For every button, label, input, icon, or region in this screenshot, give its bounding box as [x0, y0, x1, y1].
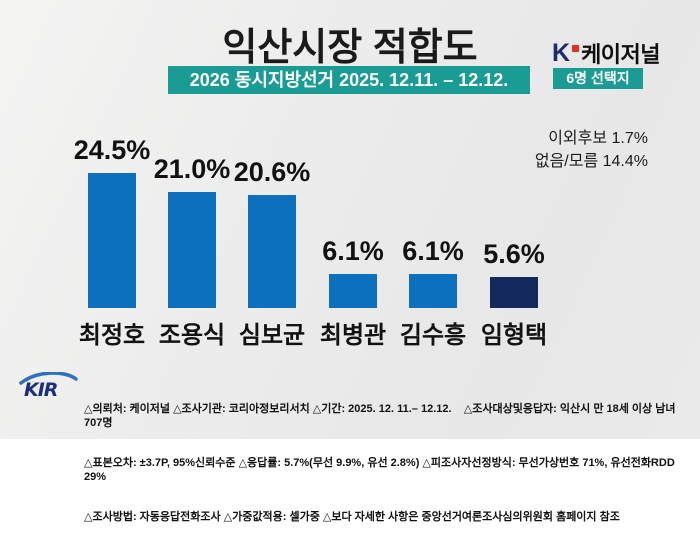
other-responses-note: 이외후보 1.7% 없음/모름 14.4% — [535, 127, 648, 173]
bar-category-label: 최병관 — [319, 322, 387, 349]
bar-category-label: 임형택 — [480, 322, 548, 349]
bar-value-label: 21.0% — [153, 154, 231, 184]
other-candidates-line: 이외후보 1.7% — [548, 130, 648, 147]
page-title: 익산시장 적합도 — [222, 27, 478, 69]
bar — [248, 195, 296, 308]
bar-value-label: 24.5% — [73, 135, 151, 165]
bar — [88, 173, 136, 308]
bar-group: 24.5% — [67, 135, 157, 308]
kjournal-logo-name: 케이저널 — [581, 42, 661, 67]
poll-infographic: 익산시장 적합도 2026 동시지방선거 2025. 12.11. – 12.1… — [0, 0, 700, 523]
none-dontknow-line: 없음/모름 14.4% — [534, 153, 648, 170]
kjournal-logo-k: K — [552, 38, 571, 67]
bar-category-label: 최정호 — [78, 322, 146, 349]
footer-line: △의뢰처: 케이저널 △조사기관: 코리아정보리서치 △기간: 2025. 12… — [84, 403, 679, 429]
svg-text:KIR: KIR — [24, 379, 58, 401]
bar-value-label: 6.1% — [402, 236, 464, 266]
footer-line: △표본오차: ±3.7P, 95%신뢰수준 △응답률: 5.7%(무선 9.9%… — [84, 457, 678, 483]
election-banner: 2026 동시지방선거 2025. 12.11. – 12.12. — [168, 66, 530, 94]
bar-value-label: 20.6% — [233, 157, 311, 187]
bar — [168, 192, 216, 308]
kir-research-logo: KIR — [16, 371, 80, 407]
bar-value-label: 6.1% — [322, 236, 384, 266]
bar-group: 5.6% — [469, 239, 559, 308]
survey-methodology-note: △의뢰처: 케이저널 △조사기관: 코리아정보리서치 △기간: 2025. 12… — [84, 376, 690, 552]
bar-chart: 24.5% 최정호 21.0% 조용식 20.6% 심보균 6.1% 최병관 6.1% 김수흥 5.… — [67, 135, 559, 349]
choice-count-badge: 6명 선택지 — [553, 68, 643, 89]
kir-logo-graphic: KIR — [19, 371, 78, 401]
bar-category-label: 심보균 — [238, 322, 306, 349]
bar — [490, 277, 538, 308]
bar — [329, 274, 377, 308]
bar-group: 21.0% — [147, 154, 237, 308]
bar-group: 6.1% — [308, 236, 398, 308]
bar-category-label: 조용식 — [158, 322, 226, 349]
bar-group: 6.1% — [388, 236, 478, 308]
kjournal-logo-dot-icon — [572, 44, 580, 52]
bar — [409, 274, 457, 308]
footer-line: △조사방법: 자동응답전화조사 △가중값적용: 셀가중 △보다 자세한 사항은 … — [84, 511, 620, 523]
kjournal-logo: K 케이저널 — [552, 38, 661, 68]
bar-category-label: 김수흥 — [399, 322, 467, 349]
bar-group: 20.6% — [227, 157, 317, 308]
bar-value-label: 5.6% — [483, 239, 545, 269]
